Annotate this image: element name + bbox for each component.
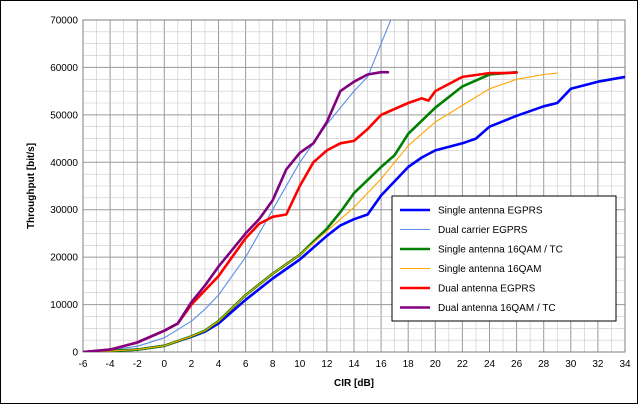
x-tick-label: 8: [270, 359, 276, 370]
legend-label: Dual antenna 16QAM / TC: [438, 303, 556, 314]
legend: Single antenna EGPRS Dual carrier EGPRS Si…: [391, 195, 617, 322]
plot-border: [82, 19, 626, 353]
x-tick-label: -6: [79, 359, 88, 370]
x-tick-label: 12: [321, 359, 333, 370]
x-tick-label: 0: [162, 359, 168, 370]
x-tick-label: 10: [294, 359, 306, 370]
x-tick-label: -2: [133, 359, 142, 370]
legend-label: Single antenna 16QAM: [438, 264, 541, 275]
x-tick-label: 22: [457, 359, 469, 370]
x-tick-label: 26: [511, 359, 523, 370]
y-tick-label: 40000: [50, 158, 78, 169]
x-tick-label: 24: [484, 359, 496, 370]
x-tick-label: 20: [430, 359, 442, 370]
y-tick-label: 30000: [50, 205, 78, 216]
x-tick-label: 4: [216, 359, 222, 370]
x-tick-label: 14: [348, 359, 360, 370]
series-line-6: [83, 70, 390, 352]
legend-label: Single antenna 16QAM / TC: [438, 245, 563, 256]
y-tick-label: 20000: [50, 253, 78, 264]
series-line-2: [83, 20, 392, 352]
x-tick-label: 30: [565, 359, 577, 370]
y-axis-title: Throughput [bit/s]: [26, 143, 37, 229]
y-tick-label: 50000: [50, 110, 78, 121]
y-tick-label: 70000: [50, 16, 78, 27]
legend-box: [391, 195, 617, 322]
tick-labels: -6 -4 -2 0 2 4 6 8 10 12 14 16 18 20 22 24 26 28 30 32 34010…: [50, 16, 631, 371]
x-tick-label: 6: [243, 359, 249, 370]
x-tick-label: 16: [376, 359, 388, 370]
series-lines: [83, 20, 625, 352]
y-tick-label: 0: [72, 348, 78, 359]
x-tick-label: 18: [403, 359, 415, 370]
legend-label: Single antenna EGPRS: [438, 206, 543, 217]
x-tick-label: -4: [106, 359, 115, 370]
x-tick-label: 2: [189, 359, 195, 370]
series-line-4: [83, 72, 558, 352]
y-tick-label: 10000: [50, 300, 78, 311]
legend-label: Dual antenna EGPRS: [438, 284, 536, 295]
y-tick-label: 60000: [50, 63, 78, 74]
x-tick-label: 34: [619, 359, 631, 370]
x-axis-title: CIR [dB]: [334, 378, 374, 389]
x-tick-label: 32: [592, 359, 604, 370]
x-tick-label: 28: [538, 359, 550, 370]
legend-label: Dual carrier EGPRS: [438, 225, 528, 236]
